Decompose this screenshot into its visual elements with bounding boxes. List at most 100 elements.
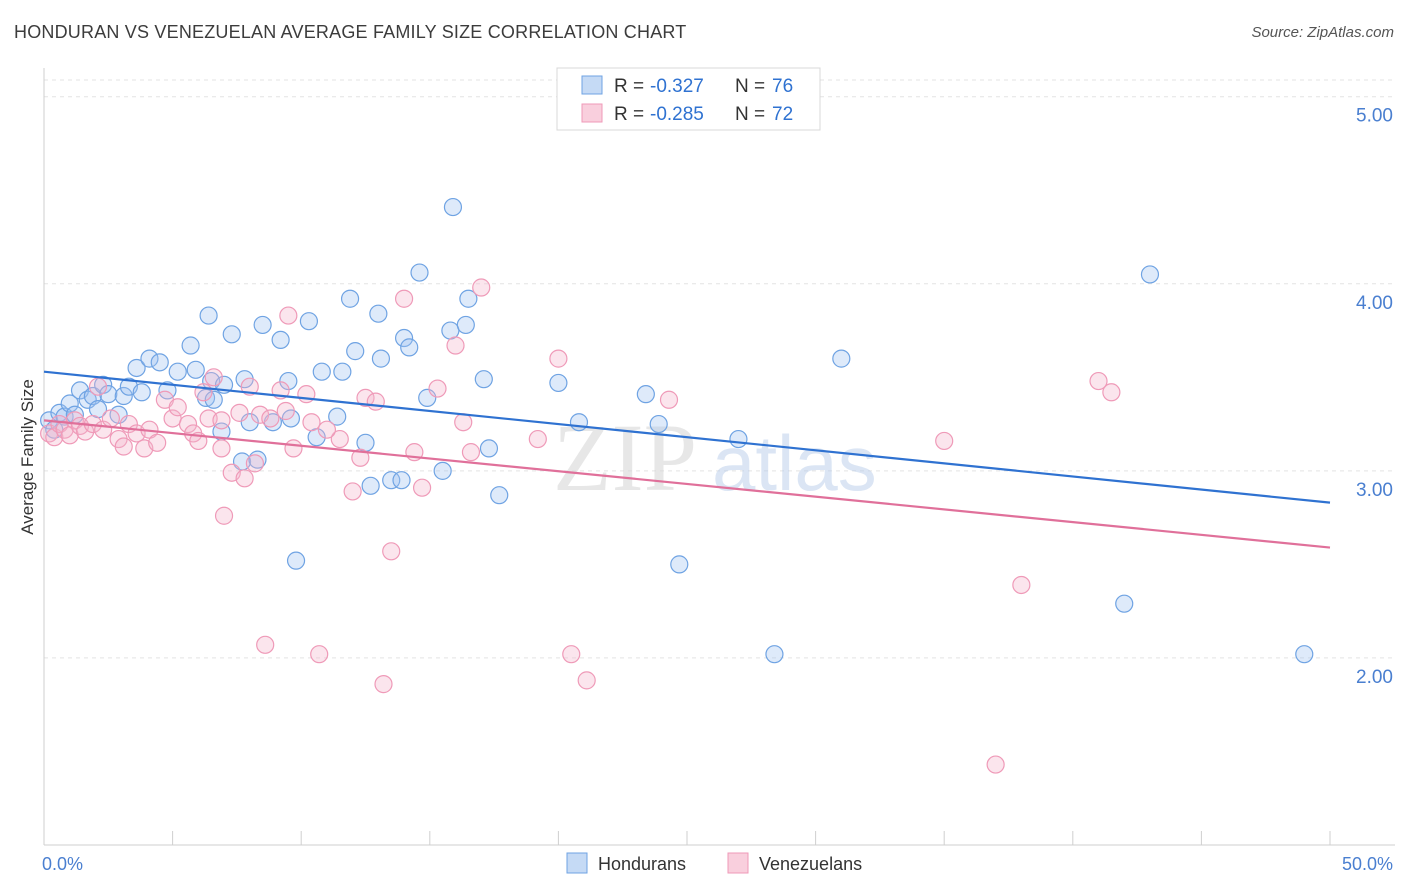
venezuelan-point xyxy=(446,336,465,355)
venezuelan-point xyxy=(212,411,231,430)
venezuelan-point xyxy=(76,422,95,441)
honduran-point xyxy=(140,349,159,368)
honduran-point xyxy=(1115,594,1134,613)
y-tick-label: 2.00 xyxy=(1356,667,1393,688)
honduran-point xyxy=(150,353,169,372)
venezuelan-point xyxy=(250,405,270,424)
honduran-point xyxy=(186,360,205,379)
venezuelan-point xyxy=(178,414,198,434)
legend-r-value: -0.327 xyxy=(650,76,704,97)
bottom-legend: Hondurans Venezuelans xyxy=(566,852,862,874)
honduran-point xyxy=(114,386,133,406)
venezuelan-point xyxy=(330,429,349,449)
y-tick-label: 4.00 xyxy=(1356,293,1393,314)
venezuelan-point xyxy=(214,506,234,525)
venezuelan-point xyxy=(261,409,280,428)
venezuelan-point xyxy=(279,306,298,325)
honduran-point xyxy=(286,551,306,570)
venezuelan-point xyxy=(114,437,133,456)
honduran-point xyxy=(333,362,352,381)
honduran-point xyxy=(346,342,365,361)
venezuelan-point xyxy=(659,390,679,409)
venezuelan-point xyxy=(343,482,362,501)
venezuelan-point xyxy=(276,401,295,421)
axes xyxy=(43,68,1395,846)
honduran-point xyxy=(410,263,429,282)
venezuelan-point xyxy=(204,368,223,387)
legend-n-value: 72 xyxy=(772,104,793,125)
venezuelan-point xyxy=(284,439,303,458)
venezuelan-point xyxy=(317,420,337,439)
honduran-point xyxy=(299,312,319,331)
source-label: Source: ZipAtlas.com xyxy=(1251,24,1394,41)
honduran-point xyxy=(312,362,331,381)
venezuelan-point xyxy=(528,429,547,449)
venezuelan-point xyxy=(394,289,414,308)
venezuelan-point xyxy=(412,478,432,497)
bottom-legend-swatch-hondurans xyxy=(566,852,588,874)
honduran-point xyxy=(371,349,391,368)
venezuelan-point xyxy=(986,755,1005,774)
honduran-point xyxy=(328,407,347,426)
venezuelan-point xyxy=(168,398,187,417)
venezuelan-trend-line xyxy=(43,419,1331,549)
trend-lines xyxy=(43,370,1331,549)
venezuelan-point xyxy=(101,409,120,428)
honduran-point xyxy=(729,429,748,449)
venezuelan-point xyxy=(382,542,401,561)
honduran-point xyxy=(181,336,200,355)
honduran-point xyxy=(199,306,218,325)
honduran-point xyxy=(394,328,414,348)
gridlines xyxy=(44,79,1395,659)
honduran-point xyxy=(649,414,668,434)
venezuelan-point xyxy=(88,377,108,396)
venezuelan-point xyxy=(461,443,481,462)
watermark: ZIP atlas xyxy=(553,404,877,511)
honduran-point xyxy=(279,371,298,391)
venezuelan-point xyxy=(935,431,954,451)
honduran-point xyxy=(132,383,151,402)
venezuelan-point xyxy=(549,349,568,368)
y-tick-label: 5.00 xyxy=(1356,106,1393,127)
venezuelan-point xyxy=(245,454,265,473)
honduran-point xyxy=(222,325,241,344)
legend-n-value: 76 xyxy=(772,76,793,97)
honduran-point xyxy=(369,304,388,323)
honduran-point xyxy=(549,373,568,393)
honduran-point xyxy=(271,330,290,350)
venezuelan-point xyxy=(310,645,329,664)
series-venezuelans xyxy=(40,278,1121,774)
venezuelan-point xyxy=(148,433,167,452)
venezuelan-point xyxy=(356,388,375,407)
venezuelan-point xyxy=(1102,383,1121,402)
honduran-point xyxy=(569,413,589,432)
series-hondurans xyxy=(40,197,1314,664)
venezuelan-point xyxy=(1012,575,1031,595)
venezuelan-point xyxy=(366,392,385,411)
honduran-point xyxy=(99,385,118,404)
legend-swatch-hondurans xyxy=(581,75,603,95)
venezuelan-point xyxy=(428,379,447,398)
honduran-point xyxy=(433,461,452,480)
venezuelan-point xyxy=(577,671,596,690)
honduran-point xyxy=(459,289,478,308)
honduran-point xyxy=(636,385,655,404)
honduran-point xyxy=(168,362,187,381)
legend-r-label: R = xyxy=(614,104,644,125)
venezuelan-point xyxy=(230,403,249,422)
venezuelan-point xyxy=(256,635,275,654)
venezuelan-point xyxy=(235,469,254,488)
legend: R = -0.327 N = 76 R = -0.285 N = 72 xyxy=(556,67,821,131)
x-tick-label-max: 50.0% xyxy=(1342,854,1393,874)
honduran-point xyxy=(382,471,401,490)
honduran-point xyxy=(340,289,360,308)
watermark-zip: ZIP xyxy=(553,404,697,511)
honduran-point xyxy=(1140,265,1160,284)
venezuelan-point xyxy=(472,278,491,297)
honduran-point xyxy=(490,486,509,505)
chart-title: HONDURAN VS VENEZUELAN AVERAGE FAMILY SI… xyxy=(14,22,687,42)
honduran-point xyxy=(443,197,463,217)
honduran-trend-line xyxy=(43,370,1331,504)
honduran-point xyxy=(253,315,272,335)
